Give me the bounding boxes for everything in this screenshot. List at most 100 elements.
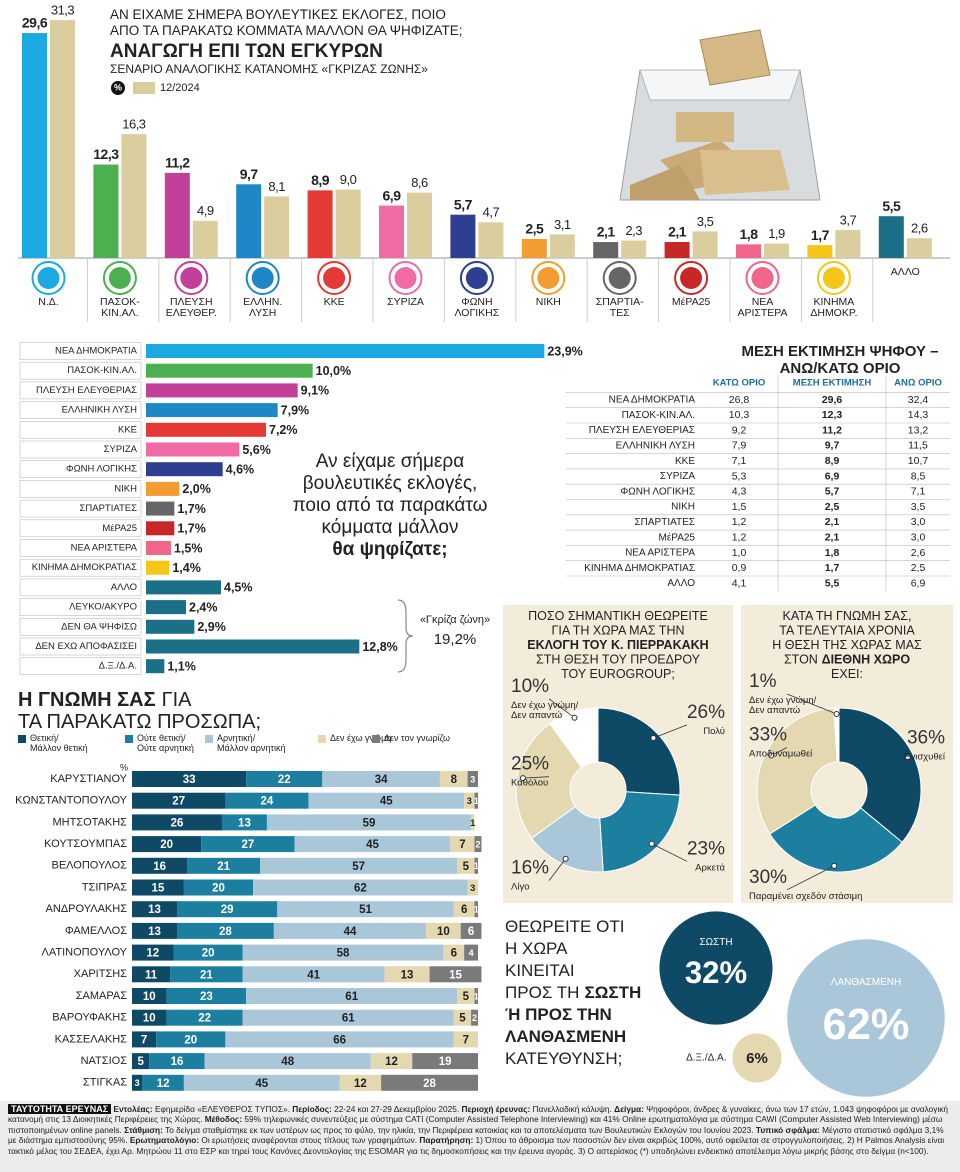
bar-segment — [149, 1053, 205, 1070]
value-label: 4,9 — [197, 203, 214, 218]
bar-segment — [322, 771, 440, 787]
x-tick-label: ΚΙΝΗΜΑ ΔΗΜΟΚΡ. — [810, 296, 857, 319]
legend-swatch — [318, 735, 326, 743]
segment-label: 45 — [255, 1078, 268, 1090]
cell: 3,0 — [911, 516, 926, 528]
segment-label: 61 — [345, 991, 358, 1003]
bar-segment — [412, 1053, 478, 1070]
party-icon — [608, 267, 631, 289]
segment-label: 44 — [344, 926, 357, 938]
annotation: 19,2% — [434, 631, 477, 648]
category-label: ΣΩΣΤΗ — [699, 937, 732, 948]
segment-label: 12 — [157, 1078, 170, 1090]
x-tick-label: ΦΩΝΗ ΛΟΓΙΚΗΣ — [455, 296, 500, 319]
value-label: 1,7 — [811, 227, 830, 243]
segment-label: 1 — [470, 818, 475, 828]
title-segment: ΚΙΝΕΙΤΑΙ — [505, 961, 575, 980]
value-label: 1,5% — [174, 541, 203, 555]
row-label-box — [19, 558, 142, 577]
bar-segment — [166, 1009, 243, 1026]
title-segment: ΓΙΑ — [162, 689, 193, 711]
bar — [593, 242, 619, 258]
bar — [307, 190, 333, 258]
y-tick-label: ΤΣΙΠΡΑΣ — [82, 881, 127, 893]
segment-label: 3 — [470, 883, 475, 893]
cell: 1,5 — [732, 501, 747, 513]
bar — [835, 229, 861, 258]
column-header: ΚΑΤΩ ΟΡΙΟ — [713, 378, 766, 389]
value-label: 16% — [511, 858, 549, 879]
category-label: Αποδυναμωθεί — [749, 748, 813, 759]
footer-text: 1) Όπου το άθροισμα των ποσοστών δεν είν… — [8, 1135, 945, 1156]
bar — [146, 462, 223, 477]
value-label: 31,3 — [51, 3, 75, 18]
segment-label: 7 — [141, 1034, 147, 1046]
leader-dot — [648, 840, 655, 847]
segment-label: 1 — [474, 905, 479, 915]
y-tick-label: ΠΑΣΟΚ-ΚΙΝ.ΑΛ. — [67, 365, 137, 376]
leader-line — [548, 858, 566, 881]
bar-segment — [429, 966, 482, 983]
footer-text: 22-24 και 27-29 Δεκεμβρίου 2025. — [334, 1104, 460, 1114]
cell: 32,4 — [908, 394, 929, 406]
bar-segment — [453, 1009, 472, 1026]
pie-slice — [549, 707, 599, 769]
legend-swatch — [372, 735, 380, 743]
cell: 2,6 — [911, 547, 926, 559]
segment-label: 59 — [363, 817, 376, 829]
footer-text: Μέθοδος: — [204, 1114, 243, 1125]
title-line: ΚΙΝΕΙΤΑΙ — [505, 961, 575, 980]
title-segment: ΘΕΩΡΕΙΤΕ ΟΤΙ — [505, 917, 624, 936]
ballot-box — [619, 29, 821, 201]
cell: 0,9 — [732, 562, 747, 574]
x-tick-label: ΑΛΛΟ — [891, 266, 920, 278]
y-tick-label: ΕΛΛΗΝΙΚΗ ΛΥΣΗ — [62, 405, 138, 416]
cell: 7,1 — [732, 455, 747, 467]
value-label: 8,1 — [268, 179, 285, 194]
bracket — [397, 599, 414, 673]
bar-segment — [225, 792, 309, 809]
cell: 8,5 — [911, 470, 926, 482]
bar — [146, 442, 240, 457]
leader-dot — [831, 862, 838, 869]
y-tick-label: ΒΑΡΟΥΦΑΚΗΣ — [52, 1012, 127, 1024]
leader-line — [548, 698, 575, 719]
value-label: 4,6% — [226, 462, 255, 476]
segment-label: 2 — [475, 839, 480, 849]
bar-segment — [474, 836, 482, 853]
segment-label: 22 — [198, 1013, 211, 1025]
bar-segment — [370, 1053, 413, 1070]
y-tick-label: ΑΛΛΟ — [111, 582, 137, 593]
party-icon — [180, 267, 203, 289]
segment-label: 3 — [467, 796, 472, 806]
bar — [146, 521, 175, 536]
y-tick-label: Δ.Ξ./Δ.Α. — [99, 661, 137, 672]
bar-segment — [246, 988, 458, 1004]
title-line: Η ΧΩΡΑ — [505, 939, 568, 958]
row-label: ΜέΡΑ25 — [658, 531, 695, 543]
title-segment: ΑΠΟ ΤΑ ΠΑΡΑΚΑΤΩ ΚΟΜΜΑΤΑ ΜΑΛΛΟΝ ΘΑ ΨΗΦΙΖΑ… — [110, 23, 463, 38]
bar — [146, 383, 298, 398]
segment-label: 2 — [472, 1013, 477, 1023]
value-label: 3,7 — [840, 212, 857, 227]
chart-subtitle: ΣΕΝΑΡΙΟ ΑΝΑΛΟΓΙΚΗΣ ΚΑΤΑΝΟΜΗΣ «ΓΚΡΙΖΑΣ ΖΩ… — [110, 62, 428, 76]
cell: 8,9 — [825, 455, 840, 467]
y-tick-label: ΝΙΚΗ — [114, 483, 137, 494]
leader-line — [651, 843, 688, 862]
cell: 26,8 — [729, 394, 750, 406]
bar — [692, 231, 718, 258]
bar-segment — [474, 792, 478, 809]
legend-label: 12/2024 — [160, 82, 200, 94]
bar-segment — [132, 771, 247, 787]
bar-segment — [474, 857, 478, 874]
bar-segment — [132, 901, 177, 918]
title-segment: Αν είχαμε σήμερα — [316, 451, 464, 472]
value-label: 7,2% — [269, 423, 298, 437]
segment-label: 5 — [463, 991, 470, 1003]
segment-label: 1 — [474, 861, 479, 871]
cell: 3,0 — [911, 531, 926, 543]
segment-label: 23 — [200, 991, 213, 1003]
title-segment: ΑΝΩ/ΚΑΤΩ ΟΡΙΟ — [780, 360, 901, 377]
cell: 9,2 — [732, 424, 747, 436]
party-icon — [822, 267, 845, 289]
